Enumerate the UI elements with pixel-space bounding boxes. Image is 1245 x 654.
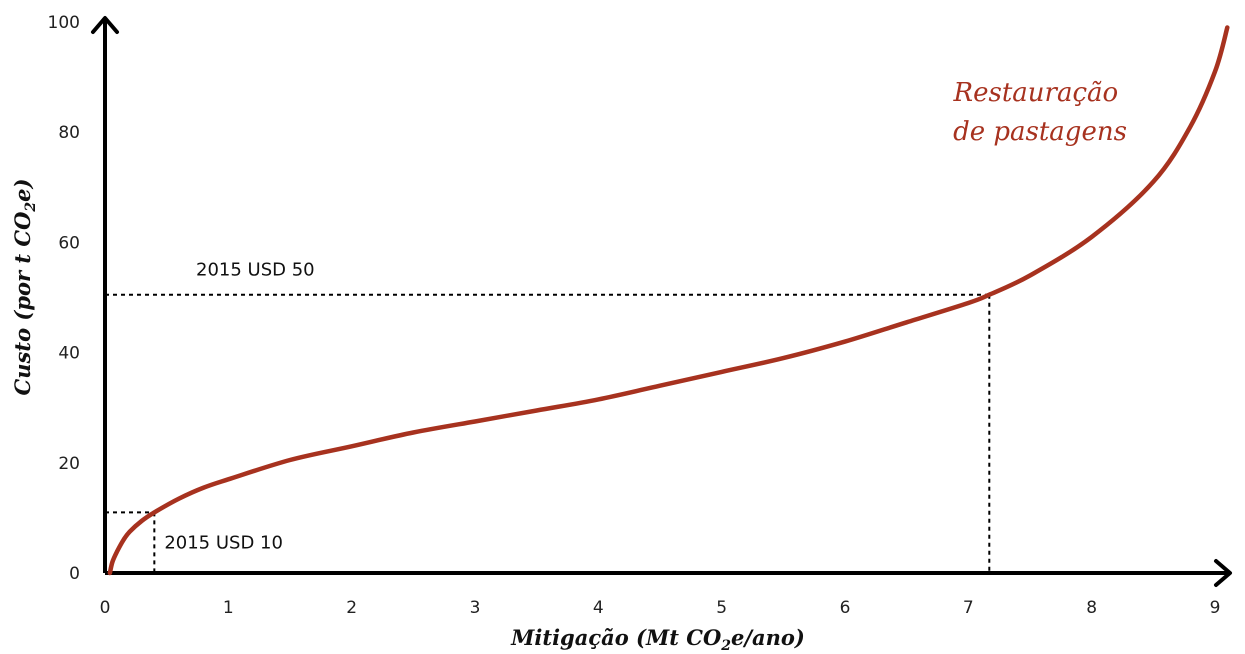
x-tick-label: 0 — [100, 598, 111, 618]
x-tick-label: 9 — [1210, 598, 1221, 618]
x-axis-title-rest: e/ano) — [731, 625, 805, 650]
series-label: Restauração de pastagens — [953, 78, 1127, 147]
y-axis-title: Custo (por t CO2e) — [10, 179, 39, 396]
x-tick-label: 8 — [1086, 598, 1097, 618]
y-tick-label: 0 — [69, 564, 80, 584]
x-tick-labels: 0 1 2 3 4 5 6 7 8 9 — [100, 598, 1221, 618]
x-tick-label: 2 — [346, 598, 357, 618]
y-axis-arrow-icon — [91, 16, 119, 34]
series-line — [107, 25, 1230, 576]
x-axis-title-subscript: 2 — [720, 638, 731, 654]
series-layer — [107, 25, 1230, 576]
y-axis-title-rest: e) — [10, 179, 35, 202]
x-tick-label: 4 — [593, 598, 604, 618]
x-tick-label: 7 — [963, 598, 974, 618]
y-tick-label: 20 — [58, 454, 80, 474]
x-axis-arrow-icon — [1214, 559, 1232, 587]
annotations: 2015 USD 10 2015 USD 50 — [164, 260, 314, 554]
x-tick-label: 6 — [840, 598, 851, 618]
y-tick-label: 100 — [48, 13, 80, 33]
reference-guides — [105, 293, 991, 573]
annotation-label: 2015 USD 10 — [164, 532, 283, 553]
y-axis-title-subscript: 2 — [23, 202, 39, 213]
x-tick-label: 5 — [716, 598, 727, 618]
x-tick-label: 1 — [223, 598, 234, 618]
x-axis-title: Mitigação (Mt CO2e/ano) — [510, 625, 805, 654]
x-tick-label: 3 — [470, 598, 481, 618]
y-tick-label: 60 — [58, 233, 80, 253]
y-tick-label: 80 — [58, 123, 80, 143]
annotation-label: 2015 USD 50 — [196, 260, 315, 281]
x-axis-title-main: Mitigação (Mt CO — [510, 625, 722, 650]
series-label-line-2: de pastagens — [953, 117, 1127, 147]
series-label-line-1: Restauração — [953, 78, 1119, 108]
y-tick-label: 40 — [58, 344, 80, 364]
y-axis-title-main: Custo (por t CO — [10, 211, 35, 396]
y-tick-labels: 0 20 40 60 80 100 — [48, 13, 80, 584]
axes — [91, 16, 1232, 587]
